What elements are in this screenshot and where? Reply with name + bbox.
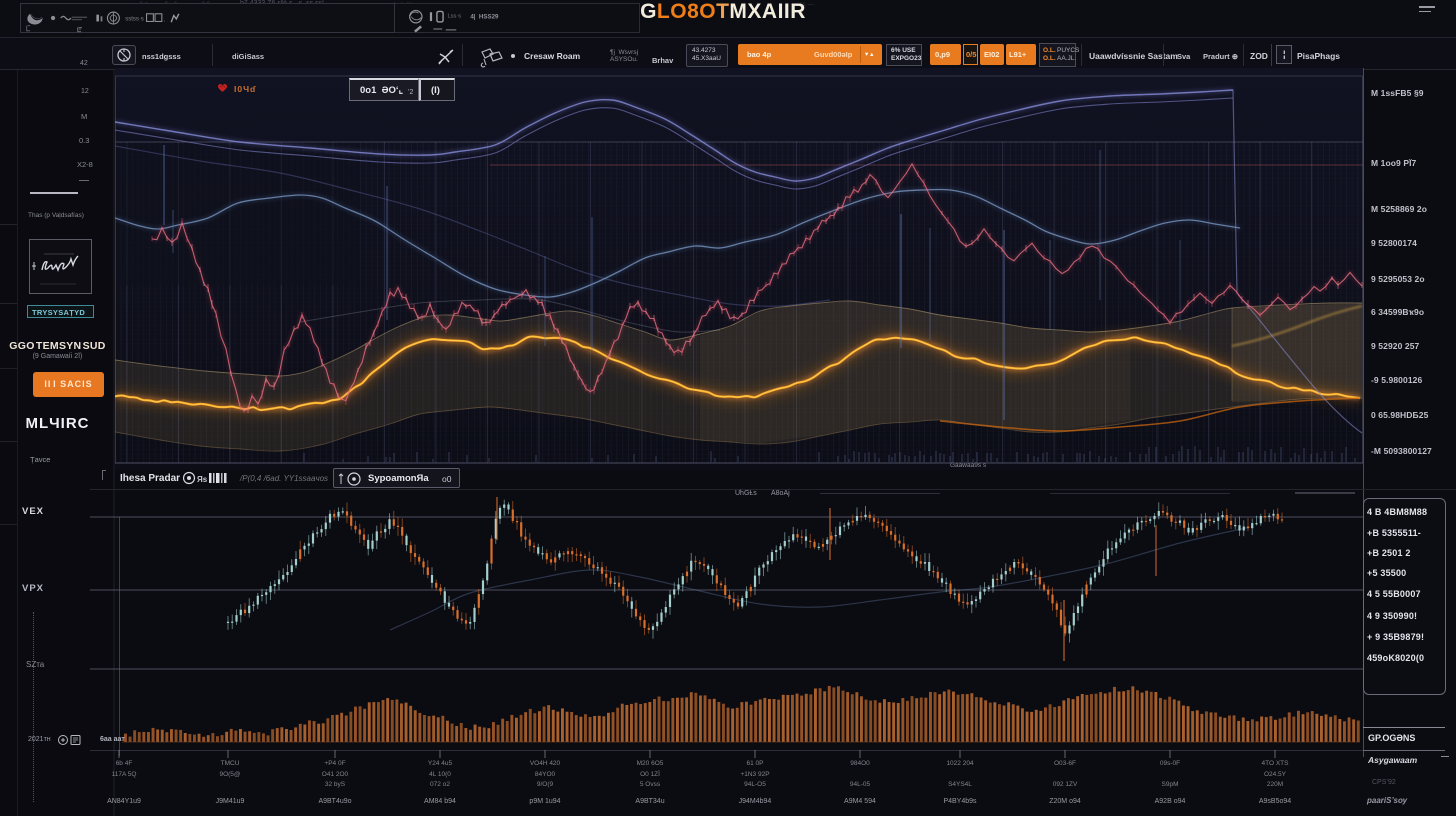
svg-text:.: .: [164, 17, 166, 23]
svg-text:4| HSS29: 4| HSS29: [470, 13, 499, 20]
svg-text:sstss·s: sstss·s: [125, 17, 144, 23]
svg-text:Lss·s: Lss·s: [447, 14, 461, 20]
svg-text:Gaawaa9s s: Gaawaa9s s: [950, 462, 987, 469]
svg-text:Яs: Яs: [197, 475, 208, 484]
